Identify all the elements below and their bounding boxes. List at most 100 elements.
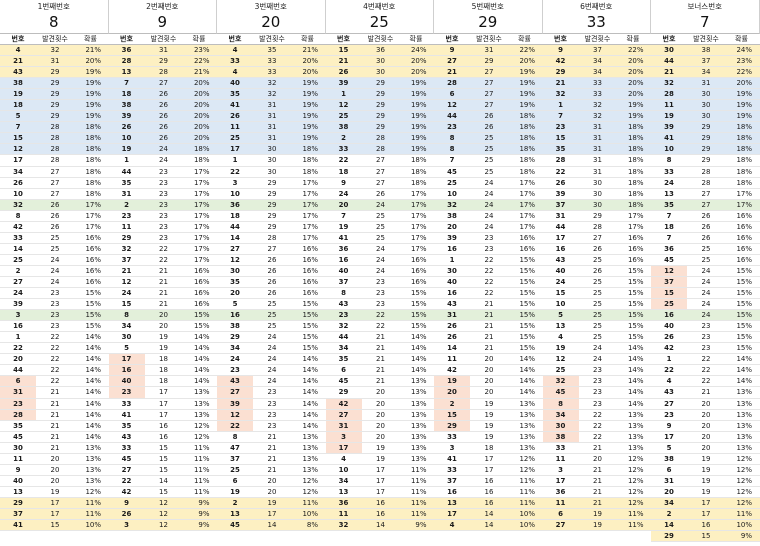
- table-row: 10 29 18%: [651, 144, 760, 156]
- table-row: 1 30 18%: [217, 155, 326, 167]
- row-count: 30: [376, 68, 385, 77]
- row-probability: 11%: [519, 498, 535, 507]
- row-count: 24: [267, 355, 277, 364]
- table-row: 43 25 16%: [542, 255, 651, 266]
- table-row: 18 27 18%: [325, 167, 434, 178]
- table-row: 10 17 11%: [325, 465, 434, 476]
- row-probability: 14%: [193, 355, 210, 364]
- table-row: 1 22 14%: [0, 332, 109, 344]
- row-number: 32: [13, 200, 23, 209]
- row-count: 26: [267, 255, 277, 264]
- row-count: 18: [159, 377, 168, 386]
- table-row: 22 22 14%: [651, 365, 760, 377]
- row-count: 26: [159, 134, 168, 143]
- block-2: 2번째번호 9 번호 발견횟수 확률 36 31 23% 28 29 22% 13 28 21% 7 27 20…: [108, 0, 217, 546]
- table-row: 33 28 18%: [651, 167, 760, 178]
- row-count: 16: [701, 521, 711, 530]
- table-row: 33 15 11%: [108, 443, 217, 454]
- row-number: 12: [651, 265, 687, 276]
- row-probability: 19%: [627, 112, 644, 121]
- row-number: 40: [230, 79, 240, 88]
- row-count: 19: [376, 443, 385, 452]
- row-number: 33: [13, 233, 23, 242]
- row-count: 23: [376, 277, 385, 286]
- row-probability: 12%: [519, 454, 535, 463]
- row-count: 37: [701, 57, 711, 66]
- row-count: 21: [484, 333, 494, 342]
- table-row: 7 25 17%: [325, 211, 434, 222]
- table-row: 28 31 18%: [542, 155, 651, 167]
- table-row: 12 29 19%: [325, 100, 434, 112]
- row-probability: 18%: [627, 178, 644, 187]
- table-row: 21 31 20%: [0, 56, 109, 68]
- row-count: 28: [376, 134, 385, 143]
- row-number: 7: [124, 79, 129, 88]
- row-number: 8: [666, 156, 672, 165]
- row-number: 8: [542, 398, 579, 409]
- table-row: 34 17 11%: [325, 476, 434, 487]
- row-count: 29: [267, 200, 277, 209]
- block-header: 3번째번호 20: [217, 0, 326, 34]
- row-number: 16: [555, 244, 566, 253]
- row-number: 2: [124, 200, 129, 209]
- row-probability: 20%: [193, 90, 210, 99]
- table-row: 38 24 17%: [434, 211, 543, 222]
- row-count: 38: [701, 46, 711, 54]
- row-number: 20: [434, 387, 470, 398]
- row-probability: 14%: [193, 344, 210, 353]
- row-probability: 14%: [627, 399, 644, 408]
- table-row: 14 16 10%: [651, 520, 760, 532]
- row-count: 21: [267, 454, 277, 463]
- row-probability: 18%: [627, 145, 644, 154]
- row-probability: 14%: [302, 399, 318, 408]
- table-row: 24 21 16%: [108, 288, 217, 300]
- row-number: 33: [121, 399, 132, 408]
- row-probability: 22%: [627, 46, 644, 54]
- table-row: 35 16 12%: [108, 421, 217, 432]
- row-probability: 15%: [736, 266, 752, 275]
- table-row: 18 26 20%: [108, 89, 217, 101]
- column-header-count: 발견횟수: [150, 35, 177, 43]
- row-probability: 11%: [85, 498, 101, 507]
- table-row: 3 29 17%: [217, 178, 326, 189]
- table-row: 23 22 15%: [325, 310, 434, 322]
- table-row: 5 29 19%: [0, 111, 109, 123]
- table-row: 45 23 14%: [542, 387, 651, 399]
- row-count: 16: [484, 498, 494, 507]
- row-probability: 12%: [627, 476, 644, 485]
- row-number: 38: [230, 322, 240, 331]
- row-probability: 11%: [410, 476, 427, 485]
- column-header-prob: 확률: [84, 35, 97, 43]
- row-number: 44: [555, 222, 566, 231]
- row-number: 8: [449, 134, 455, 143]
- table-row: 4 22 14%: [651, 376, 760, 388]
- row-number: 16: [230, 311, 240, 320]
- row-number: 12: [121, 277, 132, 286]
- row-number: 7: [341, 211, 346, 220]
- table-row: 6 20 12%: [217, 476, 326, 487]
- row-number: 23: [447, 123, 457, 132]
- row-count: 28: [50, 134, 60, 143]
- row-number: 30: [542, 420, 579, 431]
- row-probability: 16%: [85, 255, 101, 264]
- table-row: 39 26 20%: [108, 111, 217, 123]
- row-count: 25: [484, 167, 494, 176]
- row-probability: 15%: [410, 289, 427, 298]
- row-count: 22: [484, 266, 494, 275]
- row-number: 26: [121, 509, 132, 518]
- row-probability: 18%: [627, 156, 644, 165]
- table-row: 33 17 12%: [434, 465, 543, 476]
- row-number: 1: [666, 355, 672, 364]
- row-probability: 13%: [85, 476, 101, 485]
- row-count: 23: [376, 300, 385, 309]
- row-count: 21: [484, 311, 494, 320]
- row-probability: 17%: [410, 222, 427, 231]
- table-row: 28 21 14%: [0, 409, 109, 421]
- table-row: 3 12 9%: [108, 520, 217, 532]
- row-probability: 15%: [519, 255, 535, 264]
- row-number: 34: [338, 476, 349, 485]
- table-row: 16 24 16%: [325, 255, 434, 266]
- row-number: 2: [15, 266, 21, 275]
- table-row: 9 37 22%: [542, 45, 651, 57]
- row-count: 21: [50, 443, 60, 452]
